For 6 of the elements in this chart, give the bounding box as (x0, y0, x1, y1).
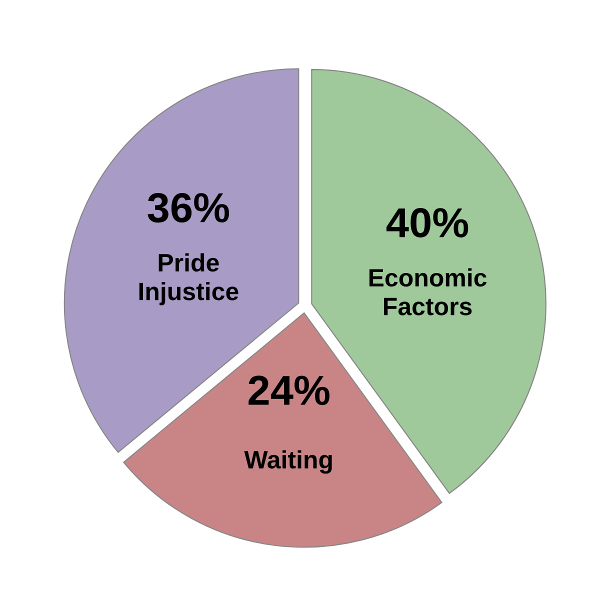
slice-label: Economic Factors (369, 268, 487, 316)
data-label: 24% (248, 376, 330, 406)
data-label: 36% (148, 193, 230, 223)
data-label: 40% (386, 208, 468, 238)
slice-label: Waiting (244, 450, 332, 474)
slice-label: Pride Injustice (139, 253, 238, 306)
